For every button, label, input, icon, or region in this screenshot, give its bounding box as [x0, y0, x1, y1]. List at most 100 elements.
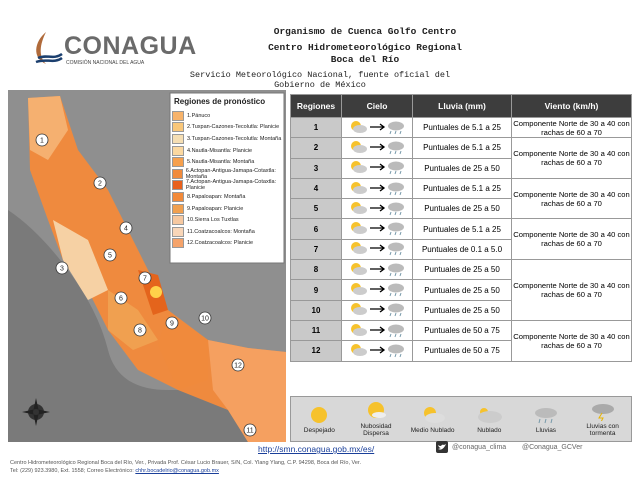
sky-legend-item: Lluvias con tormenta [576, 401, 630, 437]
legend-item: 6.Actopan-Antigua-Jamapa-Cotaxtla: Monta… [172, 168, 284, 180]
sun-icon [150, 286, 162, 298]
table-row: 1 Puntuales de 5.1 a 25 Componente Norte d… [290, 116, 632, 139]
region-marker [55, 261, 69, 275]
region-cell: 10 [290, 299, 342, 321]
wind-cell: Componente Norte de 30 a 40 con rachas d… [511, 218, 632, 261]
wind-cell: Componente Norte de 30 a 40 con rachas d… [511, 319, 632, 362]
sky-legend-label: Despejado [303, 426, 335, 434]
map-legend [169, 92, 285, 264]
wind-cell: Componente Norte de 30 a 40 con rachas d… [511, 137, 632, 179]
legend-label: 2.Tuxpan-Cazones-Tecolutla: Planicie [187, 124, 280, 131]
region-number: 1 [40, 138, 44, 145]
contact-text: Tel: (229) 923.3980, Ext. 1558; Correo E… [10, 468, 134, 474]
region-cell: 11 [290, 319, 342, 342]
table-row: 4 Puntuales de 5.1 a 25 Componente Norte d… [290, 177, 632, 220]
sky-legend-item: Lluvias [519, 405, 573, 434]
sky-icons [351, 323, 404, 337]
legend-item: 1.Pánuco [172, 110, 284, 122]
region-number: 8 [138, 328, 142, 335]
sky-cell [341, 299, 413, 321]
legend-swatch [172, 157, 184, 168]
legend-label: 4.Nautla-Misantla: Planicie [187, 147, 253, 154]
sky-legend-icon [367, 402, 386, 418]
legend-label: 10.Sierra Los Tuxtlas [187, 217, 239, 224]
address: Centro Hidrometeorológico Regional Boca … [10, 460, 361, 466]
sky-legend-icon [478, 407, 503, 423]
sky-cell [341, 157, 413, 179]
sky-cell [341, 218, 413, 240]
twitter-icon [436, 441, 448, 453]
sky-icons [351, 222, 404, 236]
header-line: Organismo de Cuenca Golfo Centro [273, 26, 457, 37]
rain-cell: Puntuales de 5.1 a 25 [412, 116, 512, 139]
legend-label: 5.Nautla-Misantla: Montaña [187, 159, 255, 166]
legend-item: 3.Tuxpan-Cazones-Tecolutla: Montaña [172, 133, 284, 145]
sky-legend-icon [534, 407, 557, 423]
region-cell: 3 [290, 157, 342, 179]
table-row: 10 Puntuales de 25 a 50 [290, 299, 632, 321]
region-marker [35, 133, 49, 147]
legend-label: 1.Pánuco [187, 112, 211, 119]
legend-item: 9.Papaloapan: Planicie [172, 203, 284, 215]
table-row: 11 Puntuales de 50 a 75 Componente Norte d… [290, 319, 632, 362]
legend-item: 4.Nautla-Misantla: Planicie [172, 145, 284, 157]
table-row: 8 Puntuales de 25 a 50 Componente Norte de… [290, 259, 632, 321]
table-header: Regiones Cielo Lluvia (mm) Viento (km/h) [290, 94, 632, 118]
website-link[interactable]: http://smn.conagua.gob.mx/es/ [258, 444, 375, 454]
region-marker [119, 221, 133, 235]
sky-icons [351, 161, 404, 175]
table-row: 9 Puntuales de 25 a 50 [290, 279, 632, 301]
sky-icons [351, 140, 404, 155]
email-link[interactable]: chhr.bocadelrio@conagua.gob.mx [135, 468, 219, 474]
region-number: 12 [234, 363, 242, 370]
header-line: Servicio Meteorológico Nacional, fuente … [189, 70, 451, 90]
wind-cell: Componente Norte de 30 a 40 con rachas d… [511, 116, 632, 139]
region-cell: 9 [290, 279, 342, 301]
table-row: 12 Puntuales de 50 a 75 [290, 340, 632, 362]
rain-cell: Puntuales de 5.1 a 25 [412, 177, 512, 200]
legend-item: 12.Coatzacoalcos: Planicie [172, 238, 284, 250]
sky-legend-icon [423, 406, 445, 423]
sky-legend-label: Lluvias con tormenta [586, 423, 619, 437]
sky-legend-label: Nubosidad Dispersa [360, 423, 392, 437]
sky-icons [351, 242, 404, 256]
column-header: Cielo [341, 94, 413, 118]
sky-icons [351, 262, 404, 276]
sky-legend-item: Medio Nublado [406, 405, 460, 434]
logo-subtitle: COMISIÓN NACIONAL DEL AGUA [66, 60, 145, 66]
sky-cell [341, 319, 413, 342]
region-shape [158, 312, 208, 390]
rain-cell: Puntuales de 5.1 a 25 [412, 218, 512, 240]
sky-legend-icon [311, 406, 328, 423]
sky-icons [351, 181, 404, 195]
map-legend-title: Regiones de pronóstico [174, 97, 265, 106]
region-number: 11 [246, 428, 253, 435]
rain-cell: Puntuales de 5.1 a 25 [412, 137, 512, 159]
sky-cell [341, 177, 413, 200]
legend-label: 6.Actopan-Antigua-Jamapa-Cotaxtla: Monta… [185, 167, 276, 180]
legend-item: 11.Coatzacoalcos: Montaña [172, 226, 284, 238]
header-line: Boca del Río [330, 54, 400, 65]
region-number: 5 [108, 253, 112, 260]
column-header: Viento (km/h) [511, 94, 632, 118]
region-number: 9 [170, 321, 174, 328]
sky-legend-item: Nubosidad Dispersa [349, 401, 403, 437]
region-cell: 8 [290, 259, 342, 281]
region-marker [133, 323, 147, 337]
region-marker [93, 176, 107, 190]
region-marker [103, 248, 117, 262]
region-cell: 4 [290, 177, 342, 200]
sky-cell [341, 340, 413, 362]
sky-cell [341, 137, 413, 159]
legend-label: 8.Papaloapan: Montaña [187, 193, 246, 200]
region-number: 2 [98, 181, 102, 188]
rain-cell: Puntuales de 25 a 50 [412, 157, 512, 179]
legend-item: 2.Tuxpan-Cazones-Tecolutla: Planicie [172, 122, 284, 134]
table-row: 6 Puntuales de 5.1 a 25 Componente Norte d… [290, 218, 632, 261]
relief-shade [8, 210, 286, 442]
sky-cell [341, 238, 413, 261]
sky-legend-label: Medio Nublado [410, 426, 455, 434]
sky-legend: Despejado Nubosidad Dispersa Medio Nublado… [290, 396, 632, 442]
legend-swatch [172, 110, 184, 121]
sky-cell [341, 198, 413, 220]
